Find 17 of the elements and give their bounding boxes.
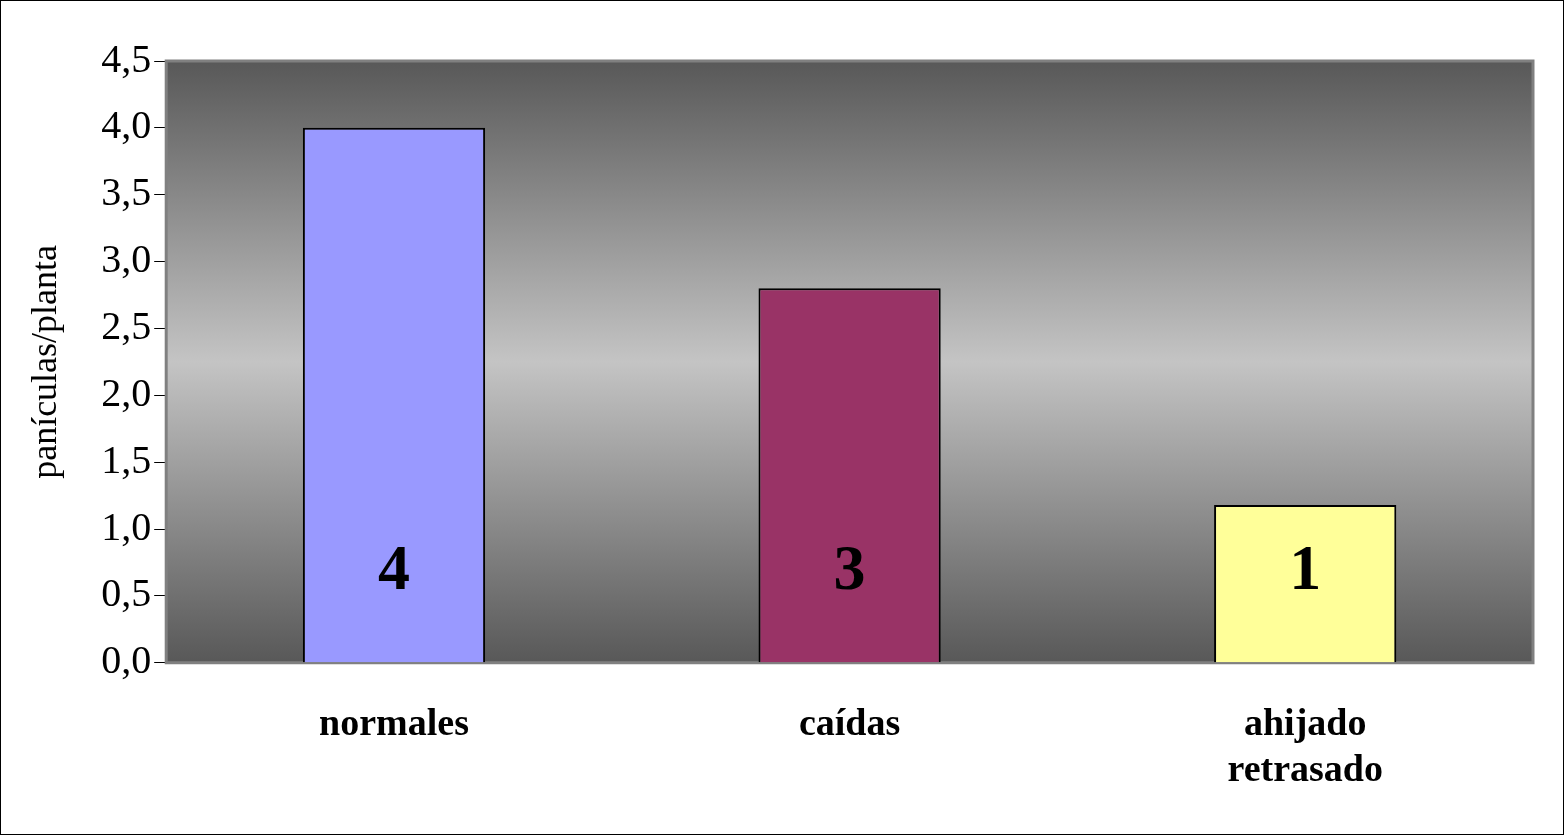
x-tick-label: caídas bbox=[798, 701, 901, 744]
y-tick-label: 4,5 bbox=[101, 35, 152, 81]
y-tick-label: 3,5 bbox=[101, 169, 152, 215]
y-tick-label: 0,0 bbox=[101, 637, 152, 683]
y-axis-title: panículas/planta bbox=[24, 244, 65, 479]
y-tick-label: 2,0 bbox=[101, 369, 152, 415]
data-label: 1 bbox=[1289, 531, 1322, 603]
data-label: 4 bbox=[378, 531, 410, 603]
y-tick-label: 0,5 bbox=[101, 570, 152, 616]
y-tick-label: 3,0 bbox=[101, 236, 152, 282]
x-tick-label: ahijado retrasado bbox=[1227, 701, 1383, 790]
y-tick-label: 1,0 bbox=[101, 503, 152, 549]
x-tick-label: normales bbox=[319, 701, 469, 744]
y-tick-label: 4,0 bbox=[101, 102, 152, 148]
data-label: 3 bbox=[833, 531, 866, 603]
y-tick-label: 1,5 bbox=[101, 436, 152, 482]
y-tick-label: 2,5 bbox=[101, 302, 152, 348]
